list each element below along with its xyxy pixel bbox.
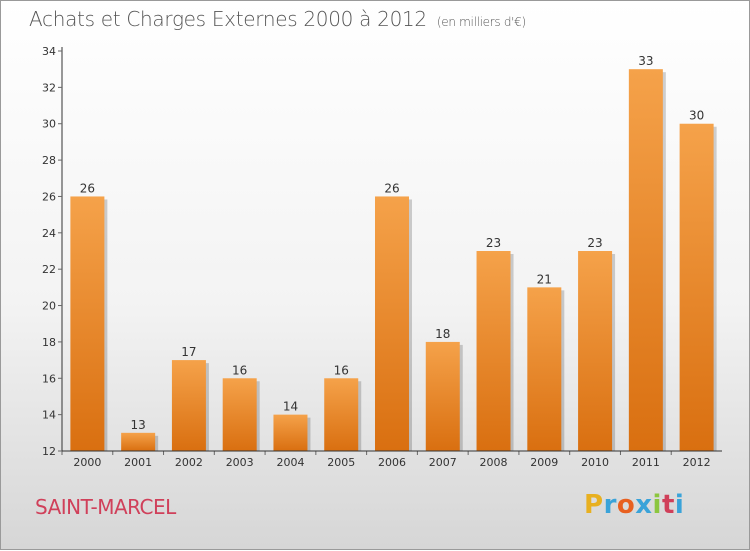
bar-2012 [679,123,714,452]
data-label-2012: 30 [689,109,704,123]
y-tick-label-16: 16 [42,372,56,385]
bar-2002 [171,360,206,451]
x-tick-label-2012: 2012 [683,456,711,469]
chart-title: Achats et Charges Externes 2000 à 2012 (e… [29,7,526,31]
bar-2006 [375,196,409,451]
bars-layer: 26 13 17 16 14 16 26 18 23 21 23 33 30 [70,54,717,452]
x-tick-label-2004: 2004 [276,456,304,469]
data-label-2010: 23 [587,236,602,250]
logo-letter: P [584,490,604,520]
y-tick-label-30: 30 [42,118,56,131]
logo-letter: t [661,490,675,520]
data-label-2008: 23 [486,236,501,250]
bar-2000 [70,196,105,451]
bar-2009 [527,287,562,451]
bar-2011 [628,69,663,451]
data-label-2000: 26 [80,181,95,195]
y-tick-label-22: 22 [42,263,56,276]
y-tick-label-18: 18 [42,336,56,349]
chart-unit: (en milliers d'€) [436,15,526,29]
data-label-2002: 17 [181,345,196,359]
data-label-2011: 33 [638,54,653,68]
x-tick-label-2006: 2006 [378,456,406,469]
logo-letter: i [674,490,685,520]
y-tick-label-28: 28 [42,154,56,167]
chart-title-text: Achats et Charges Externes 2000 à 2012 [29,7,427,31]
x-tick-label-2010: 2010 [581,456,609,469]
data-label-2006: 26 [384,181,399,195]
x-tick-label-2007: 2007 [429,456,457,469]
data-label-2007: 18 [435,327,450,341]
bar-2005 [324,378,359,451]
x-tick-label-2002: 2002 [175,456,203,469]
y-tick-label-34: 34 [42,45,56,58]
x-tick-label-2005: 2005 [327,456,355,469]
data-label-2003: 16 [232,363,247,377]
bar-2008 [476,251,511,451]
bar-2003 [222,378,257,451]
logo-letter: r [603,490,617,520]
y-tick-label-12: 12 [42,445,56,458]
data-label-2004: 14 [283,400,298,414]
bar-2007 [425,341,460,451]
x-tick-label-2000: 2000 [73,456,101,469]
data-label-2001: 13 [131,418,146,432]
x-tick-label-2011: 2011 [632,456,660,469]
x-tick-label-2008: 2008 [480,456,508,469]
y-tick-label-26: 26 [42,190,56,203]
axis-layer: 2000 2001 2002 2003 2004 2005 2006 2007 2008 2009… [42,45,722,469]
bar-2010 [578,251,613,451]
bar-2004 [273,414,308,451]
x-tick-label-2009: 2009 [530,456,558,469]
x-tick-label-2003: 2003 [226,456,254,469]
logo-letter: i [652,490,662,520]
bar-2001 [121,432,156,451]
logo-letter: x [635,490,653,520]
x-tick-label-2001: 2001 [124,456,152,469]
data-label-2009: 21 [537,272,552,286]
proxiti-logo[interactable]: Proxiti [584,490,684,520]
logo-letter: o [616,490,636,520]
y-tick-label-32: 32 [42,81,56,94]
y-tick-label-24: 24 [42,227,56,240]
data-label-2005: 16 [334,363,349,377]
city-name: SAINT-MARCEL [35,495,176,519]
y-tick-label-14: 14 [42,409,56,422]
y-tick-label-20: 20 [42,300,56,313]
